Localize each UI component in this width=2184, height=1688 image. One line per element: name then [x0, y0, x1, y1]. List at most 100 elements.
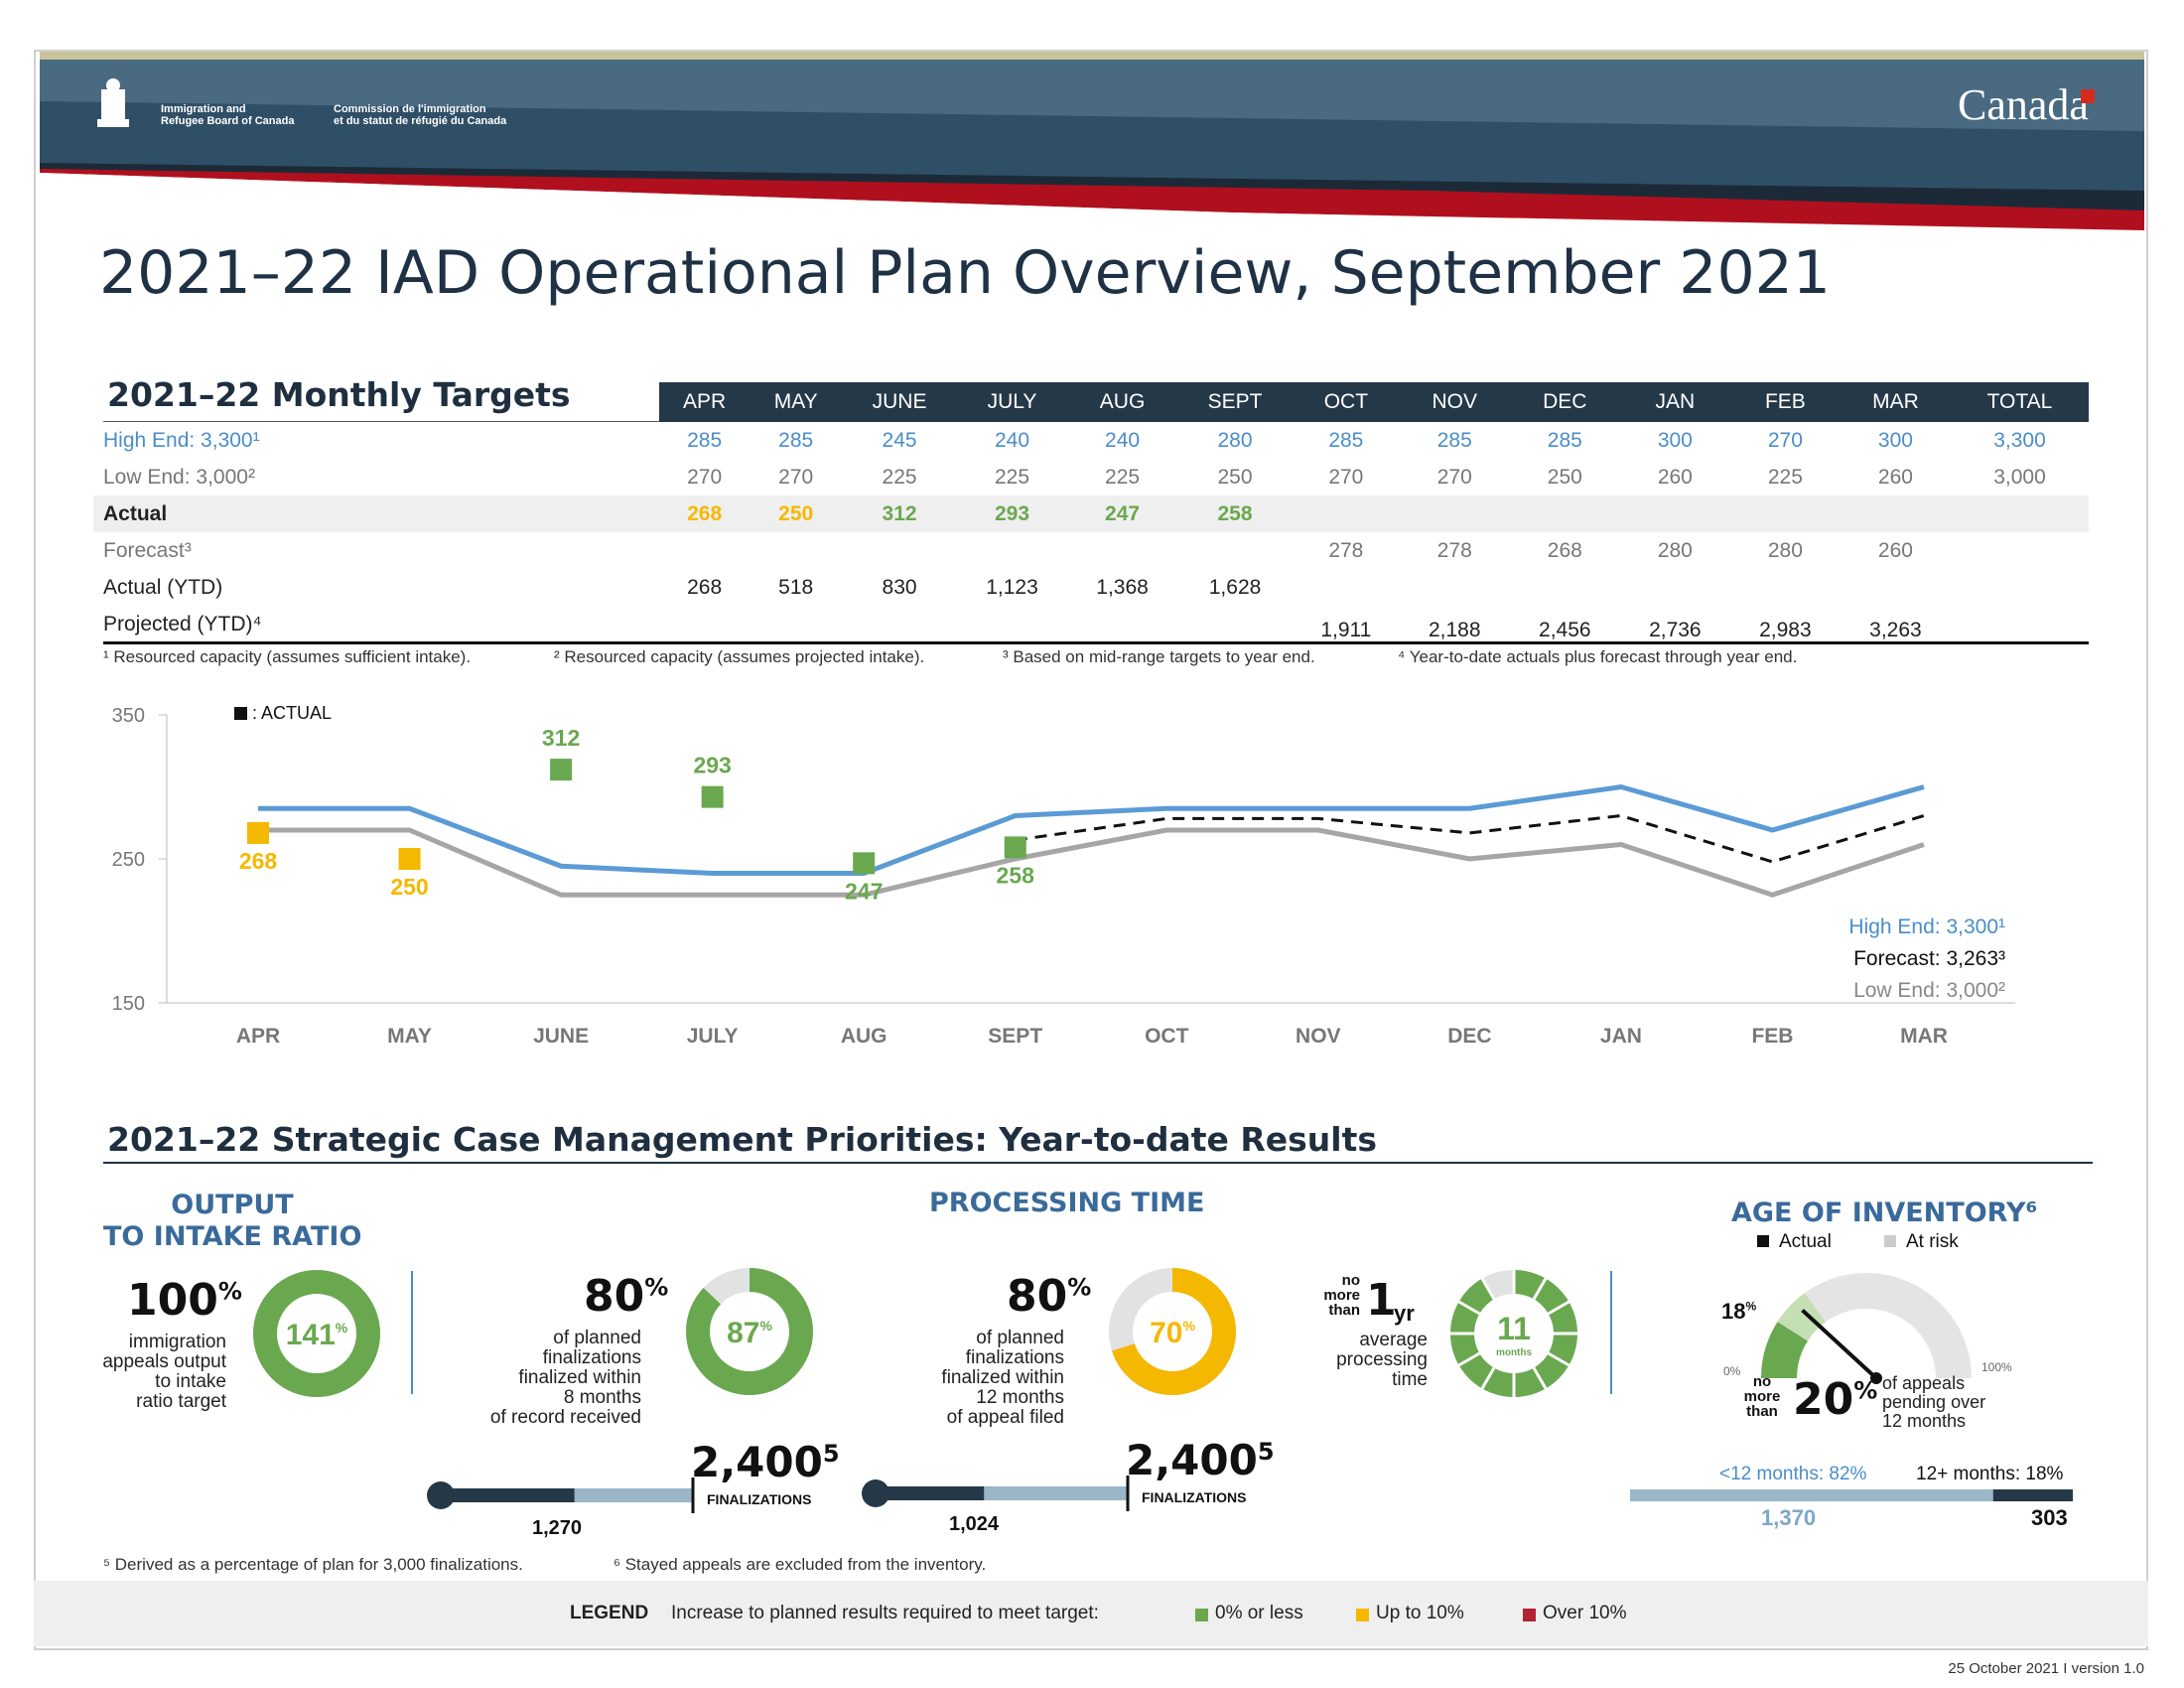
table-cell: 245 [882, 428, 917, 452]
proc-b-goal-label: FINALIZATIONS [1142, 1489, 1247, 1505]
month-header: SEPT [1177, 382, 1293, 422]
month-header: TOTAL [1950, 382, 2089, 422]
proc-b-donut: 70% [1109, 1268, 1236, 1395]
targets-heading: 2021–22 Monthly Targets [107, 375, 571, 414]
donut-unit: months [1496, 1347, 1533, 1358]
table-row: Forecast³ 278 278 268 280 280 260 [93, 532, 2089, 569]
output-donut: 141% [253, 1270, 380, 1397]
age-gauge [1761, 1273, 1972, 1384]
y-tick-label: 250 [112, 849, 145, 871]
table-cell [750, 532, 842, 569]
actual-legend-label: : ACTUAL [252, 703, 332, 723]
month-header: DEC [1509, 382, 1620, 422]
series-legend-label: Low End: 3,000² [1853, 979, 2005, 1002]
table-row: High End: 3,300¹ 285 285 245 240 240 280 285 285… [93, 422, 2089, 459]
table-cell: 268 [659, 495, 751, 532]
table-cell: 240 [994, 428, 1030, 452]
row-label: Low End: 3,000² [103, 465, 255, 489]
donut-value: 70% [1150, 1317, 1195, 1349]
proc-b-progress [862, 1476, 1130, 1511]
month-header: AUG [1067, 382, 1178, 422]
table-cell [1067, 606, 1177, 642]
table-cell: 270 [1328, 465, 1364, 489]
footnote-2: ² Resourced capacity (assumes projected … [554, 647, 925, 666]
table-cell: 1,628 [1208, 575, 1262, 599]
actual-data-label: 247 [845, 878, 883, 904]
series-line-0 [258, 783, 1925, 876]
age-desc: of appeals pending over 12 months [1882, 1373, 1986, 1431]
age-under-segment [1630, 1489, 1993, 1501]
table-cell [1951, 606, 2089, 642]
donut-arc [686, 1268, 813, 1395]
table-cell: 280 [1217, 428, 1253, 452]
donut-arc [253, 1270, 380, 1397]
table-cell [1729, 495, 1841, 532]
footnote-3: ³ Based on mid-range targets to year end… [1003, 647, 1315, 666]
x-tick-label: FEB [1751, 1025, 1793, 1048]
age-legend-risk-swatch [1884, 1235, 1896, 1247]
coat-of-arms-icon [97, 78, 129, 127]
progress-fill [876, 1486, 985, 1500]
table-cell: 1,123 [986, 575, 1038, 599]
table-cell: 225 [1767, 465, 1803, 489]
actual-point [550, 759, 573, 781]
table-cell [1950, 495, 2089, 532]
donut-segment-gap [1547, 1300, 1570, 1316]
table-cell [1840, 495, 1951, 532]
table-cell [842, 532, 957, 569]
row-label: High End: 3,300¹ [103, 428, 260, 452]
proc-c-big: 1 [1366, 1275, 1397, 1326]
x-tick-label: APR [236, 1025, 280, 1048]
output-title: OUTPUT TO INTAKE RATIO [103, 1190, 362, 1252]
y-tick-label: 350 [112, 705, 145, 727]
table-header-row: APR MAY JUNE JULY AUG SEPT OCT NOV DEC JAN FEB MAR T… [93, 382, 2089, 422]
table-cell: 270 [687, 465, 723, 489]
proc-a-progress [427, 1477, 695, 1513]
table-cell: 285 [778, 428, 814, 452]
series-legend-label: Forecast: 3,263³ [1853, 947, 2005, 970]
month-header: OCT [1292, 382, 1400, 422]
table-cell [1509, 495, 1620, 532]
donut-segment-gap [1457, 1351, 1481, 1367]
table-cell [1293, 569, 1400, 606]
canada-wordmark: Canada [1958, 80, 2089, 129]
age-title: AGE OF INVENTORY⁶ [1731, 1197, 2038, 1228]
donut-segment-gap [1532, 1277, 1548, 1301]
proc-a-goal-label: FINALIZATIONS [707, 1491, 812, 1507]
page-frame [34, 50, 2148, 1650]
donut-value: 11 [1497, 1311, 1531, 1346]
gauge-actual [1761, 1322, 1809, 1379]
proc-c-desc: average processing time [1336, 1330, 1428, 1390]
x-tick-label: MAY [387, 1025, 432, 1048]
proc-a-donut: 87% [686, 1268, 813, 1395]
x-tick-label: JAN [1600, 1025, 1642, 1048]
footnote-6: ⁶ Stayed appeals are excluded from the i… [614, 1555, 987, 1574]
table-cell: 250 [1217, 465, 1253, 489]
x-tick-label: OCT [1145, 1025, 1189, 1048]
legend-swatch-green [1195, 1609, 1208, 1621]
legend-item-red: Over 10% [1543, 1603, 1627, 1623]
progress-fill [441, 1488, 575, 1502]
table-row: Actual (YTD) 268 518 830 1,123 1,368 1,628 [93, 569, 2089, 606]
table-cell: 2,983 [1759, 619, 1812, 641]
table-cell: 270 [1436, 465, 1472, 489]
table-cell: 268 [687, 575, 723, 599]
proc-b-progress-value: 1,024 [949, 1513, 1000, 1535]
gauge-min-label: 0% [1723, 1364, 1741, 1378]
month-header: JULY [956, 382, 1068, 422]
series-line-1 [1015, 813, 1925, 864]
org-name-en: Immigration and Refugee Board of Canada [161, 103, 295, 127]
legend-item-green: 0% or less [1215, 1603, 1303, 1623]
month-header: NOV [1399, 382, 1510, 422]
donut-value: 141% [286, 1319, 348, 1351]
table-cell [842, 606, 957, 642]
donut-segment-gap [1480, 1366, 1496, 1390]
table-cell [659, 606, 750, 642]
table-cell [1177, 606, 1293, 642]
table-cell [1292, 495, 1400, 532]
footnote-5: ⁵ Derived as a percentage of plan for 3,… [103, 1555, 523, 1574]
table-cell [957, 606, 1067, 642]
page-title: 2021–22 IAD Operational Plan Overview, S… [99, 238, 1831, 308]
legend-text: Increase to planned results required to … [671, 1603, 1099, 1623]
